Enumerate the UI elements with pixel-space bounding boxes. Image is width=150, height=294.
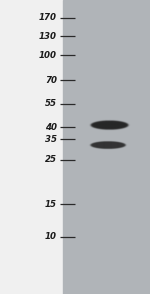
Text: 10: 10 [45, 232, 57, 241]
Text: 35: 35 [45, 135, 57, 143]
Bar [0, 0, 63, 294]
Text: 130: 130 [39, 32, 57, 41]
Text: 70: 70 [45, 76, 57, 85]
Text: 15: 15 [45, 200, 57, 209]
Text: 55: 55 [45, 99, 57, 108]
Text: 170: 170 [39, 13, 57, 22]
Bar [63, 0, 150, 294]
Text: 25: 25 [45, 155, 57, 164]
Text: 100: 100 [39, 51, 57, 60]
Text: 40: 40 [45, 123, 57, 132]
